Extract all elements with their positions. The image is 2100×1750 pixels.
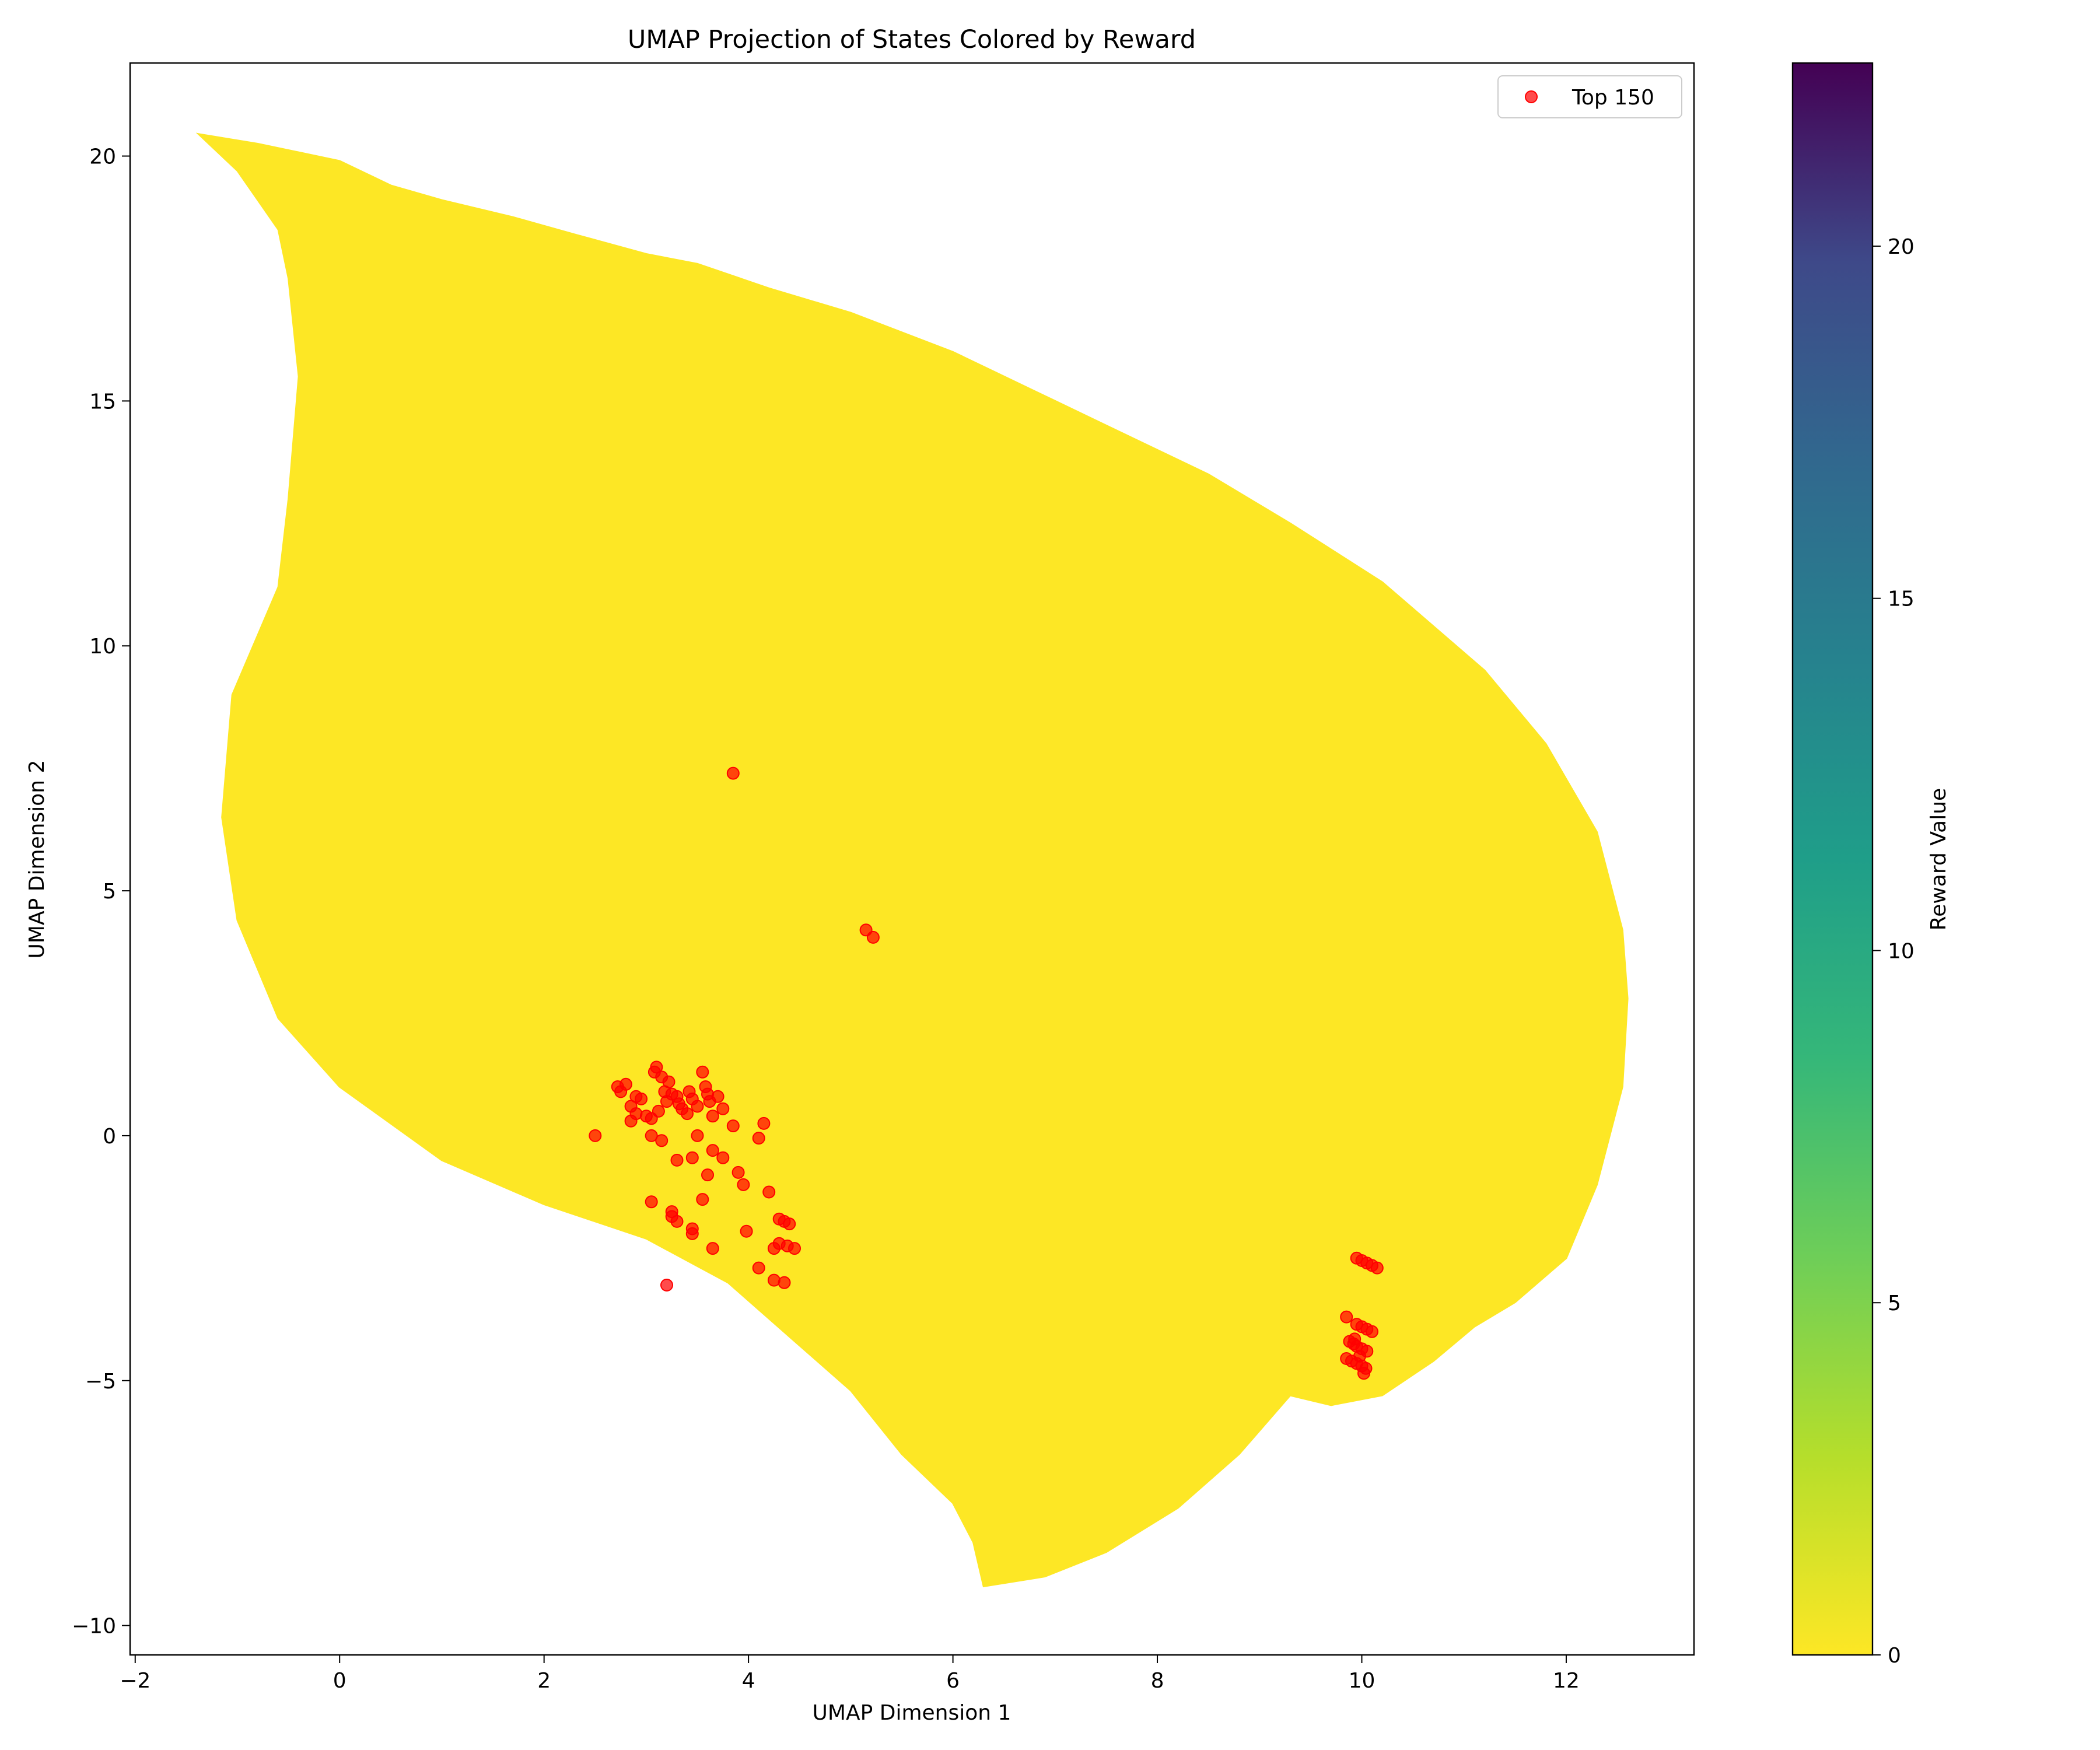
top-point	[645, 1129, 658, 1142]
colorbar-tick-label: 0	[1888, 1644, 1901, 1668]
x-axis-label: UMAP Dimension 1	[813, 1701, 1012, 1725]
top-point	[752, 1261, 765, 1275]
top-point	[662, 1075, 676, 1088]
y-tick-label: 10	[89, 635, 116, 659]
top-point	[740, 1224, 753, 1238]
top-point	[691, 1129, 704, 1142]
legend-marker	[1525, 90, 1538, 103]
top-point	[706, 1110, 719, 1123]
top-point	[681, 1107, 694, 1121]
top-point	[752, 1132, 765, 1145]
top-point	[629, 1107, 643, 1121]
top-point	[652, 1104, 665, 1118]
x-tick-label: 10	[1349, 1669, 1376, 1693]
y-tick-label: 20	[89, 145, 116, 169]
top-point	[670, 1153, 684, 1167]
top-point	[783, 1217, 796, 1231]
top-point	[866, 930, 880, 944]
top-point	[1353, 1349, 1366, 1363]
top-point	[1340, 1310, 1353, 1324]
x-axis-ticks: −2 0 2 4 6 8 10 12	[120, 1655, 1580, 1693]
legend-label: Top 150	[1572, 86, 1654, 110]
colorbar-tick-label: 10	[1888, 939, 1915, 963]
colorbar-tick-label: 20	[1888, 235, 1915, 259]
top-point	[716, 1102, 730, 1115]
top-point	[706, 1144, 719, 1157]
top-point	[726, 766, 740, 780]
y-tick-label: 5	[103, 880, 116, 904]
top-point	[757, 1116, 771, 1130]
top-point	[619, 1077, 632, 1091]
top-point	[645, 1195, 658, 1209]
top-point	[732, 1166, 745, 1179]
top-point	[762, 1185, 776, 1199]
top-point	[701, 1168, 714, 1182]
x-tick-label: 4	[742, 1669, 755, 1693]
y-tick-label: −5	[85, 1370, 116, 1394]
x-tick-label: 12	[1553, 1669, 1580, 1693]
top-point	[1366, 1325, 1378, 1338]
top-point	[696, 1193, 709, 1206]
top-point	[655, 1134, 668, 1147]
top-point	[685, 1222, 699, 1236]
top-point	[685, 1151, 699, 1164]
colorbar-label: Reward Value	[1927, 788, 1951, 930]
chart-title: UMAP Projection of States Colored by Rew…	[628, 25, 1196, 54]
top-point	[716, 1151, 730, 1164]
x-tick-label: −2	[120, 1669, 150, 1693]
top-point	[660, 1279, 673, 1292]
top-point	[691, 1100, 704, 1113]
legend: Top 150	[1497, 75, 1682, 118]
top-point	[788, 1242, 801, 1255]
colorbar-tick-label: 5	[1888, 1292, 1901, 1315]
y-tick-label: 15	[89, 390, 116, 414]
colorbar: 0 5 10 15 20 Reward Value	[1791, 62, 1951, 1668]
top-points-group	[589, 766, 1384, 1380]
plot-area	[195, 132, 1629, 1588]
top-point	[706, 1242, 719, 1255]
top-point	[650, 1060, 663, 1074]
colorbar-tick-label: 15	[1888, 587, 1915, 611]
y-tick-label: 0	[103, 1125, 116, 1149]
legend-box	[1497, 75, 1682, 118]
y-tick-label: −10	[72, 1615, 116, 1639]
x-tick-label: 2	[537, 1669, 551, 1693]
plot-frame	[129, 62, 1695, 1656]
colorbar-gradient	[1791, 62, 1874, 1656]
colorbar-ticks: 0 5 10 15 20	[1873, 235, 1915, 1668]
top-point	[1370, 1261, 1384, 1275]
top-point	[726, 1119, 740, 1133]
top-point	[1348, 1332, 1362, 1346]
y-axis-ticks: −10 −5 0 5 10 15 20	[72, 145, 130, 1639]
top-point	[635, 1092, 648, 1105]
state-cloud	[195, 132, 1629, 1588]
top-point	[711, 1090, 724, 1103]
top-point	[665, 1210, 678, 1223]
x-tick-label: 8	[1151, 1669, 1164, 1693]
y-axis-label: UMAP Dimension 2	[25, 760, 49, 959]
top-point	[589, 1129, 602, 1142]
top-point	[737, 1178, 750, 1191]
top-point	[778, 1276, 791, 1289]
x-tick-label: 6	[946, 1669, 960, 1693]
x-tick-label: 0	[333, 1669, 346, 1693]
top-point	[1359, 1362, 1373, 1375]
top-point	[696, 1065, 709, 1079]
